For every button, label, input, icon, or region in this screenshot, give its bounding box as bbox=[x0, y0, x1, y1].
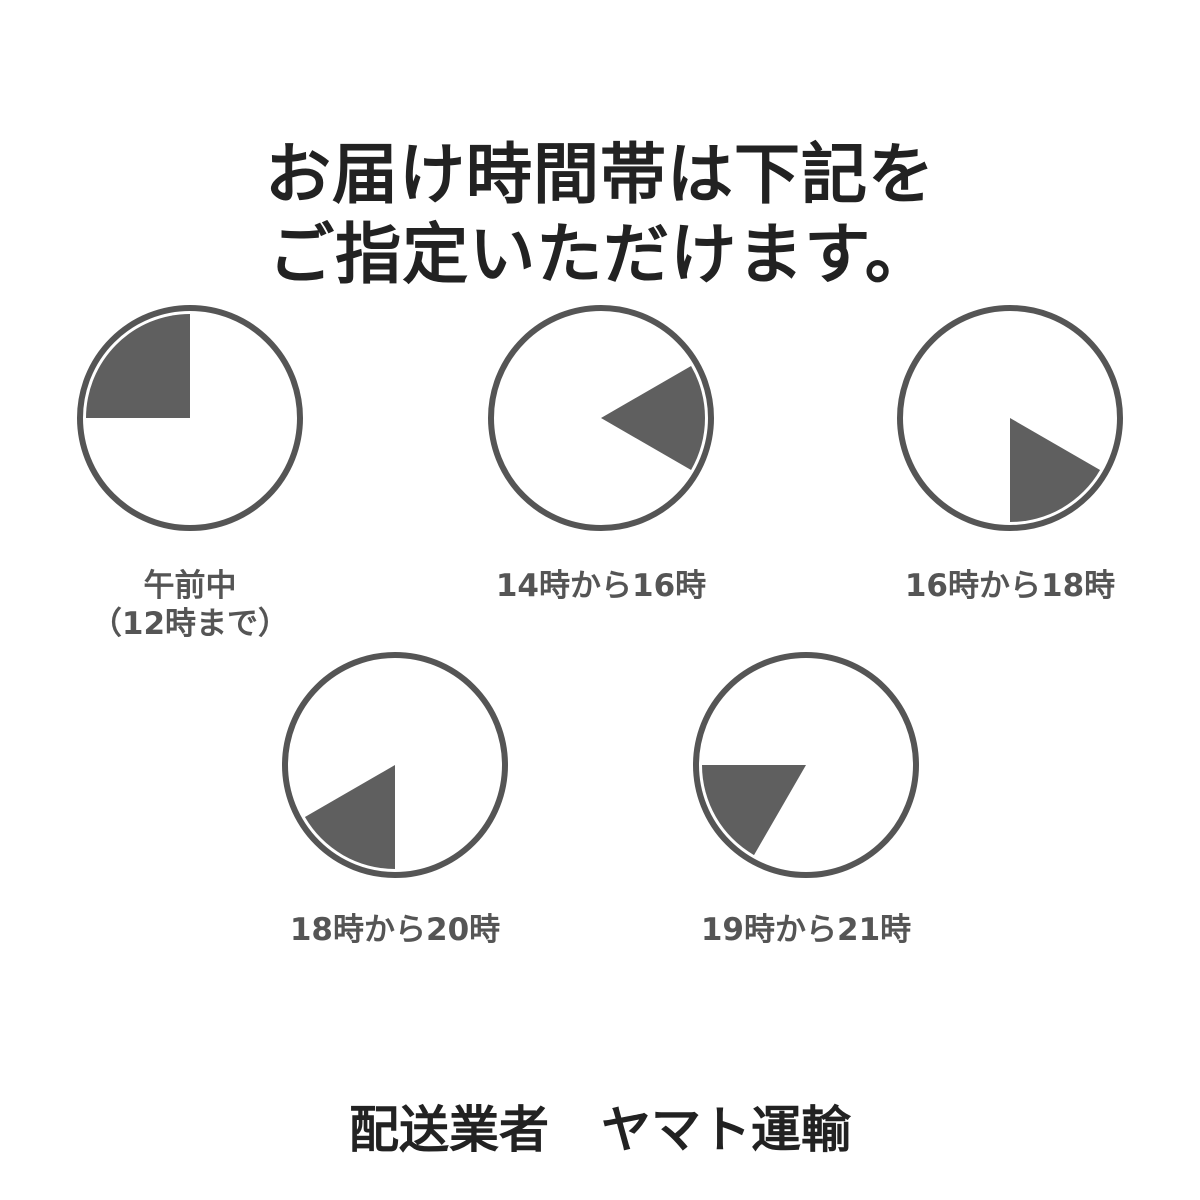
clock-0 bbox=[77, 305, 303, 531]
time-slot-wedge bbox=[601, 366, 705, 470]
carrier-info: 配送業者 ヤマト運輸 bbox=[0, 1090, 1200, 1162]
clock-label-18-20: 18時から20時 bbox=[289, 912, 501, 948]
title-line-1: お届け時間帯は下記を bbox=[265, 136, 935, 213]
time-slot-wedge bbox=[86, 314, 190, 418]
time-slot-wedge bbox=[1010, 418, 1101, 522]
clock-label-19-21: 19時から21時 bbox=[700, 912, 912, 948]
time-slot-wedge bbox=[702, 765, 806, 856]
title-line-2: ご指定いただけます。 bbox=[268, 216, 932, 293]
page-title: お届け時間帯は下記を ご指定いただけます。 bbox=[0, 135, 1200, 295]
clock-label-text: 午前中 bbox=[143, 568, 237, 604]
carrier-label: 配送業者 bbox=[349, 1101, 549, 1159]
clock-label-morning: 午前中 （12時まで） bbox=[30, 567, 350, 643]
clock-1 bbox=[488, 305, 714, 531]
time-slot-wedge bbox=[304, 765, 395, 869]
carrier-name: ヤマト運輸 bbox=[601, 1101, 851, 1159]
clock-3 bbox=[282, 652, 508, 878]
clock-sublabel-text: （12時まで） bbox=[90, 606, 290, 642]
clock-4 bbox=[693, 652, 919, 878]
clock-label-16-18: 16時から18時 bbox=[904, 568, 1116, 604]
clock-label-14-16: 14時から16時 bbox=[495, 568, 707, 604]
clock-2 bbox=[897, 305, 1123, 531]
